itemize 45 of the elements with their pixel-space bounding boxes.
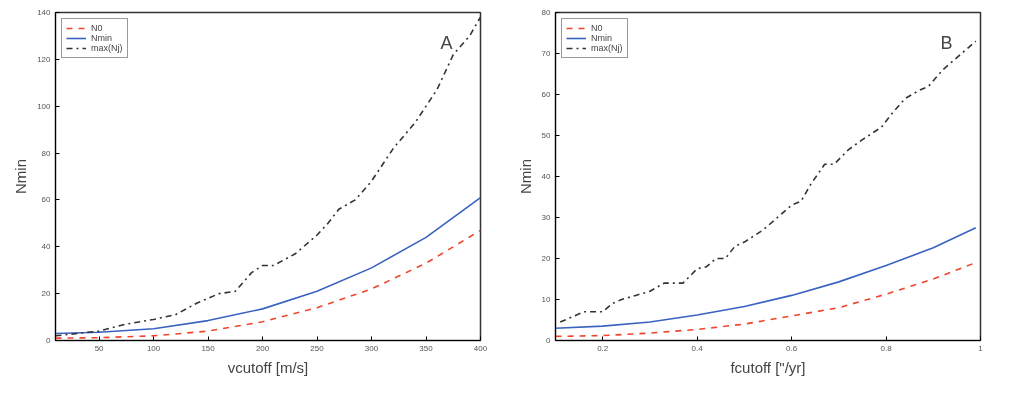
x-tick-label: 150 xyxy=(201,343,216,353)
x-tick-label: 50 xyxy=(94,343,105,353)
legend-label: N0 xyxy=(591,23,604,33)
y-tick-label: 40 xyxy=(41,242,52,252)
y-tick-label: 80 xyxy=(541,8,552,17)
x-tick-label: 0.2 xyxy=(597,343,609,353)
y-tick-label: 40 xyxy=(541,172,552,181)
legend-label: Nmin xyxy=(91,33,113,43)
y-tick-label: 20 xyxy=(541,254,552,263)
legend-label: Nmin xyxy=(591,33,613,43)
annotation: B xyxy=(940,32,953,53)
x-axis-title: vcutoff [m/s] xyxy=(227,358,309,376)
x-tick-label: 350 xyxy=(419,343,434,353)
x-tick-label: 250 xyxy=(310,343,325,353)
y-tick-label: 20 xyxy=(41,289,52,299)
x-tick-label: 0.4 xyxy=(691,343,704,353)
legend-label: max(Nj) xyxy=(91,43,123,53)
y-tick-label: 0 xyxy=(546,336,552,345)
y-tick-label: 60 xyxy=(541,90,552,99)
x-tick-label: 100 xyxy=(146,343,161,353)
x-axis-title: fcutoff ["/yr] xyxy=(730,358,806,376)
line-series xyxy=(55,196,481,335)
line-series xyxy=(555,226,977,329)
x-tick-label: 200 xyxy=(255,343,270,353)
y-axis-title: Nmin xyxy=(516,158,534,194)
x-tick-label: 0.6 xyxy=(786,343,798,353)
y-tick-label: 50 xyxy=(541,131,552,140)
annotation: A xyxy=(440,32,453,53)
y-tick-label: 100 xyxy=(37,101,52,111)
y-tick-label: 140 xyxy=(37,8,52,17)
y-tick-label: 30 xyxy=(541,213,552,222)
y-tick-label: 0 xyxy=(46,336,52,345)
x-tick-label: 0.8 xyxy=(880,343,893,353)
legend-label: N0 xyxy=(91,23,104,33)
line-series xyxy=(55,16,481,337)
y-tick-label: 70 xyxy=(541,49,552,58)
y-axis-title: Nmin xyxy=(12,158,30,194)
legend-label: max(Nj) xyxy=(591,43,623,53)
y-tick-label: 60 xyxy=(41,195,52,205)
y-tick-label: 80 xyxy=(41,148,52,158)
y-tick-label: 10 xyxy=(541,295,552,304)
x-tick-label: 400 xyxy=(473,343,488,353)
x-tick-label: 1 xyxy=(978,343,984,353)
y-tick-label: 120 xyxy=(37,54,52,64)
x-tick-label: 300 xyxy=(364,343,379,353)
